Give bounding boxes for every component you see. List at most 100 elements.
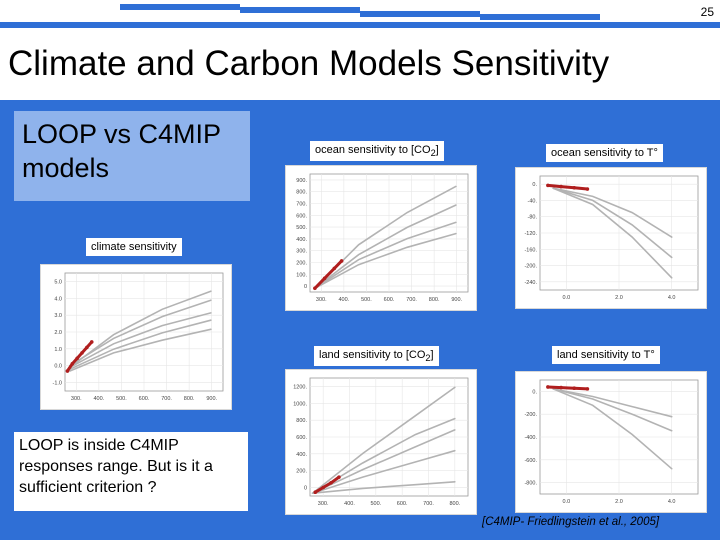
c4mip-series-line [311,386,456,494]
c4mip-series-line [311,449,456,494]
loop-series-line [313,475,341,494]
loop-data-point [585,187,590,191]
loop-data-point [546,385,550,389]
loop-data-point [65,369,70,373]
x-tick-label: 300. [71,396,82,402]
x-tick-label: 900. [206,396,217,402]
y-tick-label: 5.0 [54,279,62,285]
y-tick-label: -80. [528,215,538,221]
c4mip-series-line [552,187,673,259]
loop-data-point [559,184,563,189]
loop-data-point [89,340,94,344]
y-tick-label: 500. [296,225,307,231]
y-tick-label: 3.0 [54,313,62,319]
label-ocean-t: ocean sensitivity to T° [546,144,663,162]
slide-title: Climate and Carbon Models Sensitivity [8,44,610,83]
x-tick-label: 2.0 [615,499,623,505]
plot-ocean-co2: 300. 400. 500. 600. 700. 800. 900. 900. 800. 700.… [285,165,477,311]
label-climate: climate sensitivity [86,238,182,256]
y-tick-label: 900. [296,178,307,184]
plot-land-t: 0.0 2.0 4.0 0. -200. -400. -600. -800. [515,371,707,513]
x-tick-label: 400. [338,297,349,303]
loop-data-point [80,351,84,355]
x-tick-label: 300. [316,297,327,303]
y-tick-label: 200. [296,261,307,267]
loop-series-line [313,259,344,290]
y-tick-label: 600. [296,435,307,441]
top-bar-segment [360,11,480,17]
loop-data-point [572,186,577,190]
x-tick-label: 800. [449,501,460,507]
footer-text: LOOP is inside C4MIP responses range. Bu… [14,432,248,511]
y-tick-label: -400. [524,435,537,441]
x-tick-label: 600. [139,396,150,402]
x-tick-label: 2.0 [615,295,623,301]
chart-ocean-t: 0.0 2.0 4.0 0. -40. -80. -120. -160. -200. -240. [524,175,699,301]
loop-data-point [85,345,89,350]
c4mip-series-line [69,328,212,372]
y-tick-label: -1.0 [53,381,62,387]
c4mip-series-line [314,204,457,290]
loop-data-point [332,266,337,271]
x-tick-label: 4.0 [668,295,676,301]
x-tick-label: 500. [361,297,372,303]
loop-series-line [546,183,589,191]
y-tick-label: 200. [296,469,307,475]
loop-data-point [339,259,344,263]
y-tick-label: 600. [296,213,307,219]
plot-land-co2: 300. 400. 500. 600. 700. 800. 1200. 1000. 800. 60… [285,369,477,515]
slide-number: 25 [700,5,714,19]
x-tick-label: 500. [370,501,381,507]
x-tick-label: 800. [184,396,195,402]
y-tick-label: 400. [296,237,307,243]
x-tick-label: 0.0 [563,295,571,301]
y-tick-label: -240. [524,280,537,286]
y-tick-label: -120. [524,231,537,237]
x-tick-label: 600. [397,501,408,507]
label-ocean-co2: ocean sensitivity to [CO2] [310,141,444,162]
plot-climate: 300. 400. 500. 600. 700. 800. 900. 5.0 4.0 3.0 2.0… [40,264,232,410]
y-tick-label: -800. [524,481,537,487]
x-tick-label: 700. [161,396,172,402]
c4mip-series-line [552,187,673,279]
c4mip-series-line [552,388,673,418]
y-tick-label: 0 [304,284,307,290]
loop-data-point [572,386,577,391]
chart-ocean-co2: 300. 400. 500. 600. 700. 800. 900. 900. 800. 700.… [296,173,469,303]
c4mip-series-line [314,221,457,290]
loop-data-point [313,490,318,495]
x-tick-label: 400. [344,501,355,507]
chart-climate: 300. 400. 500. 600. 700. 800. 900. 5.0 4.0 3.0 2.0… [53,272,224,402]
loop-data-point [329,480,333,485]
subtitle-box: LOOP vs C4MIP models [14,111,250,201]
x-tick-label: 4.0 [668,499,676,505]
y-tick-label: 300. [296,249,307,255]
title-band [0,28,720,100]
c4mip-series-line [69,290,212,369]
top-bar [0,0,720,22]
loop-data-point [313,286,317,291]
c4mip-series-line [311,481,456,494]
x-tick-label: 800. [429,297,440,303]
loop-data-point [322,276,327,281]
label-land-t: land sensitivity to T° [552,346,660,364]
x-tick-label: 600. [384,297,395,303]
c4mip-series-line [552,187,673,238]
x-tick-label: 0.0 [563,499,571,505]
c4mip-series-line [552,388,673,470]
x-tick-label: 500. [116,396,127,402]
loop-data-point [546,183,550,188]
y-tick-label: 100. [296,272,307,278]
y-tick-label: 0. [532,389,537,395]
loop-data-point [75,356,79,361]
x-tick-label: 700. [423,501,434,507]
top-bar-segment [480,14,600,20]
y-tick-label: 800. [296,190,307,196]
y-tick-label: 2.0 [54,330,62,336]
y-tick-label: -200. [524,264,537,270]
chart-land-co2: 300. 400. 500. 600. 700. 800. 1200. 1000. 800. 60… [293,377,469,507]
y-tick-label: -600. [524,458,537,464]
loop-data-point [321,485,325,490]
x-tick-label: 700. [406,297,417,303]
loop-data-point [70,361,75,366]
